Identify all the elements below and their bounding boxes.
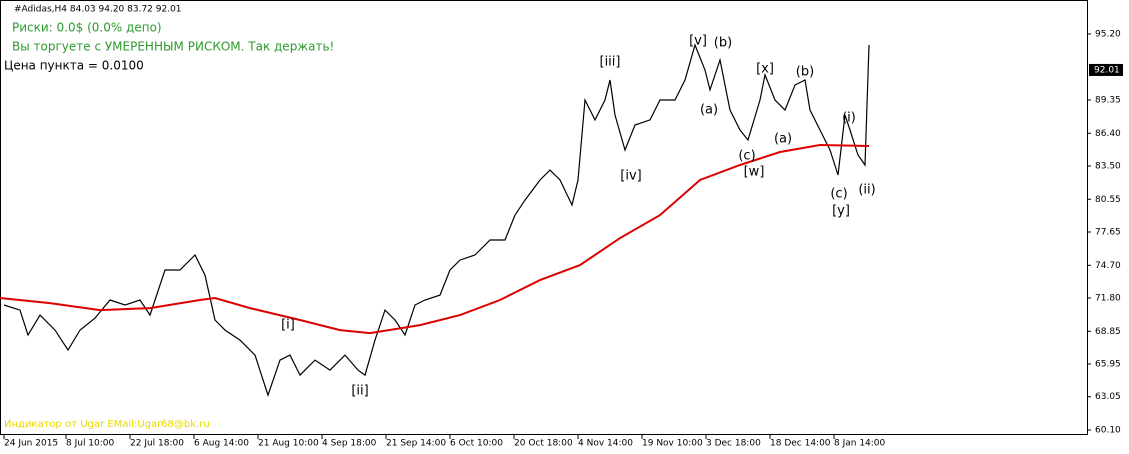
risk-text: Риски: 0.0$ (0.0% депо): [12, 21, 162, 35]
wave-label: (c): [738, 149, 755, 164]
series-line: [0, 143, 870, 335]
x-tick-label: 22 Jul 18:00: [130, 439, 184, 449]
x-tick-label: 20 Oct 18:00: [514, 439, 573, 449]
wave-label: [w]: [744, 165, 765, 180]
y-tick-label: 68.85: [1095, 327, 1121, 337]
wave-label: [x]: [756, 62, 774, 77]
x-tick-label: 21 Aug 10:00: [258, 439, 319, 449]
x-tick-label: 8 Jan 14:00: [834, 439, 886, 449]
wave-label: (b): [714, 36, 732, 51]
x-tick-label: 19 Nov 10:00: [642, 439, 703, 449]
y-tick-label: 65.95: [1095, 360, 1121, 370]
wave-label: (c): [830, 187, 847, 202]
wave-label: [ii]: [351, 384, 368, 399]
point-value: Цена пункта = 0.0100: [4, 59, 144, 73]
x-tick-label: 8 Jul 10:00: [66, 439, 115, 449]
series-line: [3, 43, 870, 397]
x-tick-label: 4 Nov 14:00: [578, 439, 633, 449]
y-tick-label: 89.35: [1095, 95, 1121, 105]
y-tick-label: 95.20: [1095, 29, 1121, 39]
y-tick-label: 71.80: [1095, 294, 1121, 304]
y-tick-label: 77.65: [1095, 228, 1121, 238]
x-tick-label: 18 Dec 14:00: [770, 439, 831, 449]
x-tick-label: 4 Sep 18:00: [322, 439, 377, 449]
y-tick-label: 83.50: [1095, 161, 1121, 171]
wave-label: [iv]: [620, 169, 641, 184]
wave-label: [i]: [281, 318, 295, 333]
x-tick-label: 6 Oct 10:00: [450, 439, 503, 449]
x-tick-label: 21 Sep 14:00: [386, 439, 446, 449]
x-tick-label: 3 Dec 18:00: [706, 439, 761, 449]
wave-label: (ii): [858, 183, 875, 198]
wave-label: (b): [796, 65, 814, 80]
current-price-label: 92.01: [1094, 65, 1120, 75]
risk-message: Вы торгуете с УМЕРЕННЫМ РИСКОМ. Так держ…: [12, 40, 334, 54]
y-tick-label: 60.10: [1095, 426, 1121, 436]
chart-title: #Adidas,H4 84.03 94.20 83.72 92.01: [14, 5, 182, 15]
plot-frame: [0, 0, 1088, 435]
y-tick-label: 63.05: [1095, 392, 1121, 402]
current-price-box: [1089, 63, 1123, 76]
y-tick-label: 86.40: [1095, 129, 1121, 139]
wave-label: (a): [774, 132, 792, 147]
x-tick-label: 6 Aug 14:00: [194, 439, 249, 449]
y-tick-label: 80.55: [1095, 195, 1121, 205]
wave-label: [v]: [689, 34, 707, 49]
y-tick-label: 74.70: [1095, 261, 1121, 271]
wave-label: (a): [700, 103, 718, 118]
footer-text: Индикатор от Ugar EMail:Ugar68@bk.ru: [4, 419, 210, 430]
wave-label: [y]: [832, 204, 850, 219]
wave-label: [iii]: [600, 55, 621, 70]
wave-label: (i): [842, 111, 856, 126]
x-tick-label: 24 Jun 2015: [4, 439, 58, 449]
